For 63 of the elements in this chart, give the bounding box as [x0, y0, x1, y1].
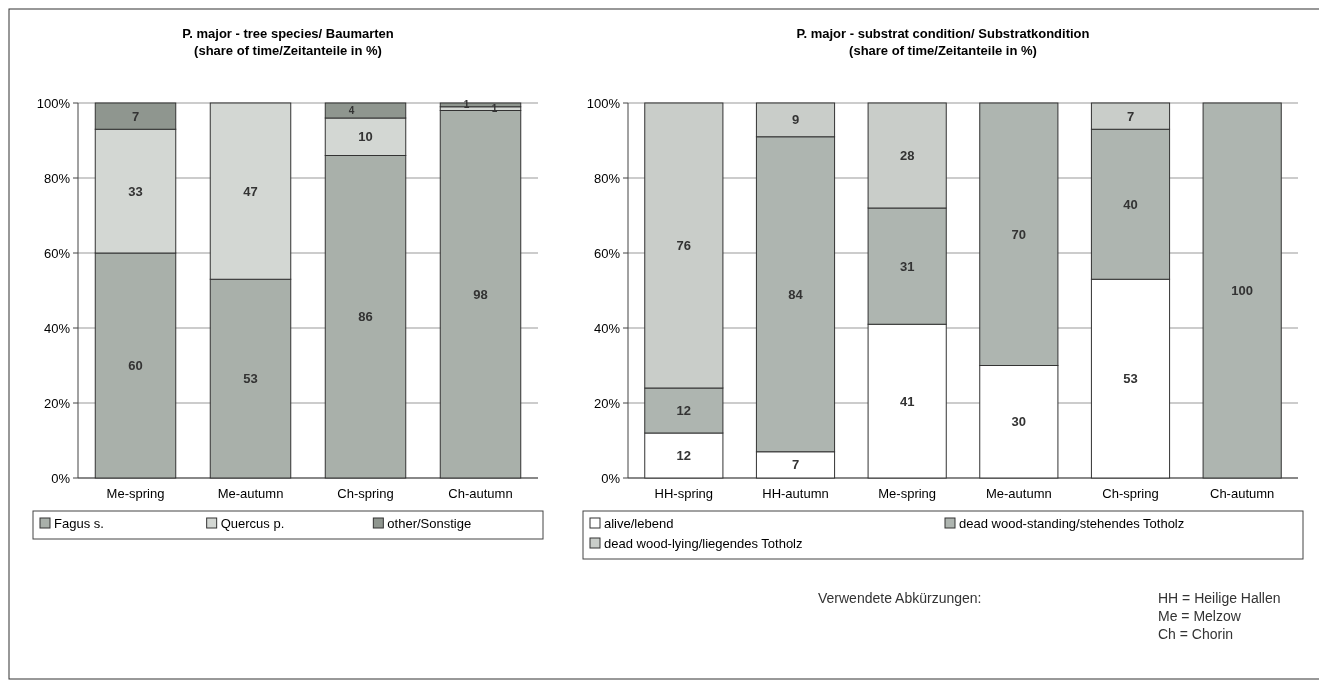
data-label: 12 [676, 448, 692, 464]
data-label: 100 [1231, 283, 1254, 299]
legend-label: Quercus p. [220, 515, 285, 531]
bar [1202, 102, 1282, 479]
legend-label: alive/lebend [604, 515, 674, 531]
bar [439, 110, 522, 479]
x-tick-label: Ch-autumn [1210, 486, 1275, 501]
x-tick-label: Me-autumn [217, 486, 284, 501]
y-tick-label: 40% [43, 320, 71, 336]
y-tick-label: 100% [586, 95, 621, 111]
data-label: 41 [899, 393, 915, 409]
legend-label: dead wood-lying/liegendes Totholz [604, 535, 803, 551]
data-label: 70 [1011, 226, 1027, 242]
y-tick-label: 80% [43, 170, 71, 186]
data-label: 86 [358, 309, 373, 325]
y-tick-label: 80% [593, 170, 621, 186]
x-tick-label: Ch-autumn [448, 486, 513, 501]
text: Verwendete Abkürzungen: [818, 590, 982, 606]
x-tick-label: HH-autumn [762, 486, 829, 501]
x-tick-label: Ch-spring [337, 486, 394, 501]
data-label: 84 [788, 286, 804, 302]
data-label: 1 [463, 99, 470, 111]
legend-label: Fagus s. [54, 515, 104, 531]
text: Ch = Chorin [1158, 626, 1234, 642]
y-tick-label: 20% [43, 395, 71, 411]
y-tick-label: 60% [593, 245, 621, 261]
data-label: 98 [473, 286, 488, 302]
chart-subtitle: (share of time/Zeitanteile in %) [849, 43, 1037, 58]
data-label: 7 [791, 457, 800, 473]
data-label: 76 [676, 238, 692, 254]
data-label: 60 [128, 358, 143, 374]
x-tick-label: Me-spring [106, 486, 165, 501]
x-tick-label: Me-spring [878, 486, 937, 501]
data-label: 53 [1123, 371, 1138, 387]
data-label: 12 [676, 403, 692, 419]
data-label: 9 [791, 112, 800, 128]
x-tick-label: Ch-spring [1102, 486, 1159, 501]
y-tick-label: 60% [43, 245, 71, 261]
x-tick-label: HH-spring [654, 486, 714, 501]
data-label: 30 [1011, 414, 1027, 430]
data-label: 47 [243, 183, 258, 199]
text: HH = Heilige Hallen [1158, 590, 1281, 606]
text: Me = Melzow [1158, 608, 1242, 624]
chart-subtitle: (share of time/Zeitanteile in %) [194, 43, 382, 58]
data-label: 4 [348, 105, 355, 116]
data-label: 53 [243, 371, 258, 387]
y-tick-label: 20% [593, 395, 621, 411]
y-tick-label: 100% [36, 95, 71, 111]
chart-title: P. major - substrat condition/ Substratkondition [796, 26, 1090, 41]
y-tick-label: 0% [601, 470, 621, 486]
data-label: 40 [1123, 196, 1138, 212]
x-tick-label: Me-autumn [985, 486, 1052, 501]
legend-label: dead wood-standing/stehendes Totholz [959, 515, 1185, 531]
data-label: 7 [131, 108, 140, 124]
data-label: 31 [899, 258, 915, 274]
y-tick-label: 40% [593, 320, 621, 336]
data-label: 10 [358, 129, 373, 145]
data-label: 28 [899, 148, 915, 164]
chart-title: P. major - tree species/ Baumarten [182, 26, 394, 41]
data-label: 7 [1126, 108, 1135, 124]
legend-label: other/Sonstige [387, 515, 472, 531]
data-label: 33 [128, 183, 143, 199]
y-tick-label: 0% [51, 470, 71, 486]
